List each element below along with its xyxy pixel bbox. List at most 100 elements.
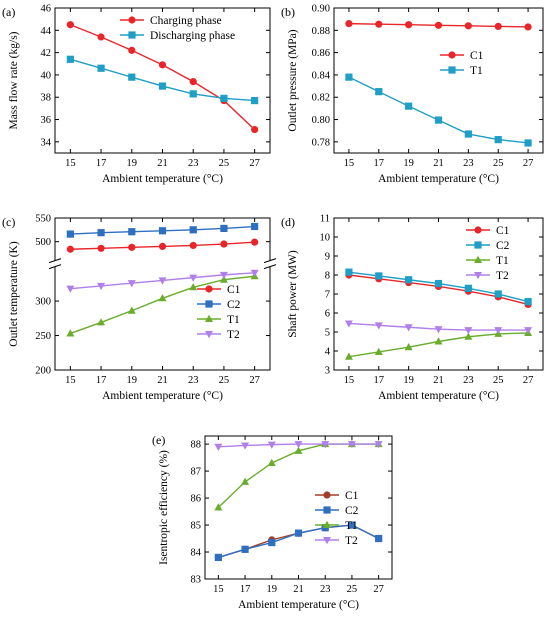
data-point (214, 503, 223, 511)
data-point (251, 222, 259, 231)
data-point (374, 322, 383, 330)
x-axis-label: Ambient temperature (°C) (378, 390, 499, 402)
data-point (434, 326, 443, 334)
data-point (251, 125, 259, 134)
x-axis-label: Ambient temperature (°C) (378, 173, 499, 185)
data-point (405, 102, 413, 110)
series-c2 (345, 268, 532, 306)
data-point (294, 529, 303, 537)
legend: C1 C2 T1 T2 (466, 225, 510, 282)
x-tick-label: 23 (188, 375, 199, 386)
data-point (220, 240, 228, 248)
legend-marker (205, 331, 213, 339)
x-tick-label: 15 (344, 158, 355, 169)
data-point (189, 241, 197, 250)
data-point (128, 46, 136, 54)
legend-marker (128, 16, 136, 24)
y-tick-label: 0.84 (312, 70, 331, 81)
data-point (158, 294, 167, 302)
x-tick-label: 23 (463, 375, 474, 386)
data-point (267, 458, 276, 466)
legend-marker (474, 272, 482, 280)
data-point (321, 441, 330, 449)
series-t1 (66, 272, 259, 337)
series-line (348, 76, 529, 144)
data-point (127, 306, 136, 314)
data-point (189, 274, 198, 282)
data-point (375, 272, 383, 280)
x-tick-label: 19 (267, 584, 278, 595)
data-point (250, 269, 259, 278)
data-point (66, 285, 75, 293)
plot-frame (204, 435, 393, 580)
x-axis-label: Ambient temperature (°C) (102, 173, 223, 185)
data-point (434, 337, 443, 345)
y-axis-label: Outlet temperature (K) (8, 241, 20, 347)
y-axis-label: Shaft power (MW) (287, 250, 299, 338)
x-tick-label: 17 (240, 584, 251, 595)
data-point (375, 20, 383, 28)
y-tick-label: 6 (325, 309, 330, 320)
y-axis-label: Mass flow rate (kg/s) (8, 31, 20, 129)
data-point (267, 441, 276, 449)
data-point (158, 277, 167, 285)
y-tick-label: 550 (35, 214, 51, 225)
data-point (220, 94, 228, 102)
x-tick-label: 27 (249, 158, 260, 169)
data-point (375, 88, 383, 96)
data-point (158, 227, 167, 235)
data-point (189, 78, 197, 86)
data-point (405, 21, 413, 29)
data-point (404, 324, 413, 332)
axis-break-right-mask (264, 260, 276, 267)
data-point (97, 64, 105, 72)
x-tick-label: 23 (320, 584, 331, 595)
legend-label: T2 (345, 535, 358, 547)
y-tick-label: 88 (191, 440, 202, 451)
x-tick-label: 21 (433, 158, 444, 169)
y-tick-label: 0.78 (312, 137, 330, 148)
y-tick-label: 4 (325, 347, 331, 358)
y-tick-label: 11 (320, 214, 330, 225)
panel-label: (b) (281, 5, 295, 19)
y-tick-label: 38 (41, 93, 52, 104)
x-tick-label: 17 (374, 158, 385, 169)
axis-break-mark (48, 258, 62, 264)
data-point (220, 224, 228, 233)
x-tick-label: 15 (213, 584, 224, 595)
series-t2 (214, 441, 383, 451)
chart-panel-e: 15 17 19 21 23 25 27 83 84 85 86 87 88 Ambient temper… (152, 433, 393, 611)
y-tick-label: 250 (35, 331, 51, 342)
legend-label: T2 (227, 329, 240, 341)
panel-label: (d) (281, 215, 295, 229)
legend-label: T1 (345, 520, 358, 532)
legend-marker (205, 285, 213, 293)
data-point (434, 21, 443, 29)
y-axis-label: Isentropic efficiency (%) (158, 450, 170, 565)
y-tick-label: 0.88 (312, 26, 330, 37)
y-tick-label: 10 (320, 233, 331, 244)
y-tick-label: 85 (191, 521, 202, 532)
panel-label: (c) (2, 215, 15, 229)
legend: Charging phase Discharging phase (120, 15, 235, 42)
data-point (66, 329, 75, 337)
data-point (128, 73, 136, 81)
chart-panel-c: 15 17 19 21 23 25 27 200 250 300 500 550 Ambient tem… (2, 214, 277, 402)
data-point (97, 33, 105, 41)
x-tick-label: 15 (65, 158, 76, 169)
x-tick-label: 21 (157, 375, 168, 386)
x-tick-label: 25 (219, 375, 230, 386)
x-tick-label: 21 (157, 158, 168, 169)
x-tick-label: 17 (374, 375, 385, 386)
data-point (241, 545, 249, 553)
x-axis-label: Ambient temperature (°C) (238, 599, 359, 611)
axis-break-mark (263, 258, 277, 264)
data-point (344, 352, 353, 360)
x-tick-label: 25 (347, 584, 358, 595)
legend: C1 C2 T1 T2 (197, 284, 241, 341)
data-point (344, 320, 353, 328)
data-point (97, 229, 105, 237)
y-tick-label: 300 (35, 297, 51, 308)
chart-panel-d: 15 17 19 21 23 25 27 3 4 5 6 7 8 9 10 11 Ambient tempera… (281, 214, 544, 402)
x-tick-label: 21 (293, 584, 304, 595)
